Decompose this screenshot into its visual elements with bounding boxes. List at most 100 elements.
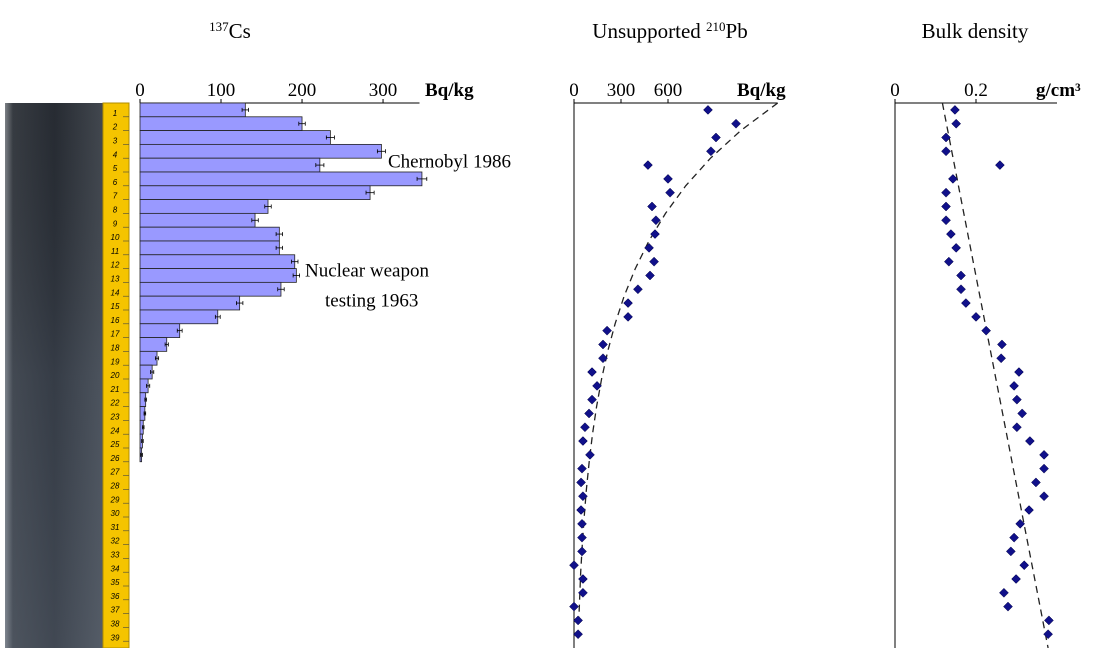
data-point	[956, 270, 966, 281]
core-photo	[5, 102, 130, 648]
annotation: Nuclear weapon	[305, 260, 429, 281]
data-point	[584, 408, 594, 419]
data-point	[995, 160, 1005, 170]
bar	[139, 281, 282, 297]
data-point	[941, 132, 951, 143]
title-part: Bulk density	[922, 19, 1029, 43]
bar	[139, 254, 296, 269]
data-point	[944, 256, 954, 267]
data-point	[578, 491, 588, 502]
data-point	[1012, 394, 1022, 405]
ruler-label: 35	[111, 578, 120, 587]
unit-label: g/cm³	[1036, 80, 1081, 101]
data-point	[573, 615, 583, 626]
data-point	[1019, 560, 1030, 571]
data-point	[1003, 601, 1013, 612]
data-point	[1025, 436, 1035, 446]
data-point	[961, 298, 971, 308]
data-point	[999, 587, 1009, 598]
ruler-label: 36	[111, 592, 120, 601]
bar	[139, 199, 269, 214]
bar	[139, 309, 219, 325]
data-point	[941, 201, 951, 212]
bar	[139, 268, 297, 283]
bar	[139, 116, 303, 131]
ruler-label: 20	[110, 371, 120, 380]
data-point	[1024, 505, 1034, 515]
data-point	[587, 367, 597, 377]
bar	[139, 240, 280, 256]
data-point	[1009, 532, 1019, 543]
data-point	[706, 146, 716, 157]
data-point	[956, 284, 966, 295]
data-point	[578, 436, 588, 446]
ruler-label: 26	[110, 454, 120, 463]
data-point	[576, 477, 586, 488]
ruler-label: 23	[110, 413, 120, 422]
fit-line	[577, 102, 779, 628]
data-point	[997, 339, 1007, 350]
title-part: 137	[209, 19, 229, 34]
x-tick-label: 100	[207, 80, 236, 101]
ruler-label: 31	[111, 523, 120, 532]
ruler-label: 30	[111, 509, 120, 518]
data-point	[576, 505, 586, 515]
data-point	[1044, 615, 1054, 626]
data-point	[649, 256, 659, 267]
x-tick-label: 0	[135, 80, 145, 101]
bar	[139, 102, 246, 118]
data-point	[1012, 422, 1022, 433]
bar	[139, 212, 256, 228]
ruler-label: 3	[113, 137, 118, 146]
unit-label: Bq/kg	[737, 80, 786, 101]
data-point	[971, 312, 981, 322]
ruler-label: 37	[111, 606, 120, 615]
data-point	[981, 325, 991, 336]
x-tick-label: 600	[654, 80, 683, 101]
data-point	[573, 629, 583, 640]
data-point	[941, 187, 951, 198]
data-point	[711, 132, 721, 143]
ruler-label: 19	[111, 357, 120, 366]
data-point	[950, 105, 960, 115]
data-point	[623, 312, 633, 322]
ruler-label: 10	[111, 233, 120, 242]
data-point	[996, 353, 1006, 364]
ruler-label: 11	[111, 247, 119, 256]
chart-title: Unsupported 210Pb	[592, 19, 747, 44]
data-point	[578, 587, 588, 598]
data-point	[577, 518, 587, 529]
data-point	[663, 174, 673, 184]
data-point	[948, 174, 958, 184]
ruler-label: 14	[111, 288, 120, 297]
annotation: testing 1963	[325, 290, 418, 311]
ruler-label: 4	[113, 150, 118, 159]
ruler-label: 16	[111, 316, 120, 325]
data-point	[623, 298, 633, 308]
chart-title: Bulk density	[922, 19, 1029, 43]
data-point	[1017, 408, 1028, 419]
title-part: Pb	[726, 19, 748, 43]
data-point	[951, 243, 962, 253]
bar	[139, 226, 280, 242]
data-point	[569, 601, 579, 612]
data-point	[592, 380, 602, 391]
data-point	[1015, 518, 1026, 529]
bar	[139, 337, 168, 352]
ruler-label: 25	[110, 440, 120, 449]
data-point	[645, 270, 655, 281]
ruler-label: 12	[111, 261, 120, 270]
data-point	[1039, 463, 1049, 474]
data-point	[585, 449, 595, 460]
x-tick-label: 0	[569, 80, 579, 101]
ruler-label: 13	[111, 275, 120, 284]
x-tick-label: 300	[607, 80, 636, 101]
annotation: Chernobyl 1986	[388, 151, 511, 172]
data-point	[602, 325, 612, 336]
unit-label: Bq/kg	[425, 80, 474, 101]
ruler-label: 2	[112, 123, 118, 132]
data-point	[946, 229, 956, 239]
ruler-label: 38	[111, 620, 120, 629]
data-point	[1014, 367, 1024, 377]
